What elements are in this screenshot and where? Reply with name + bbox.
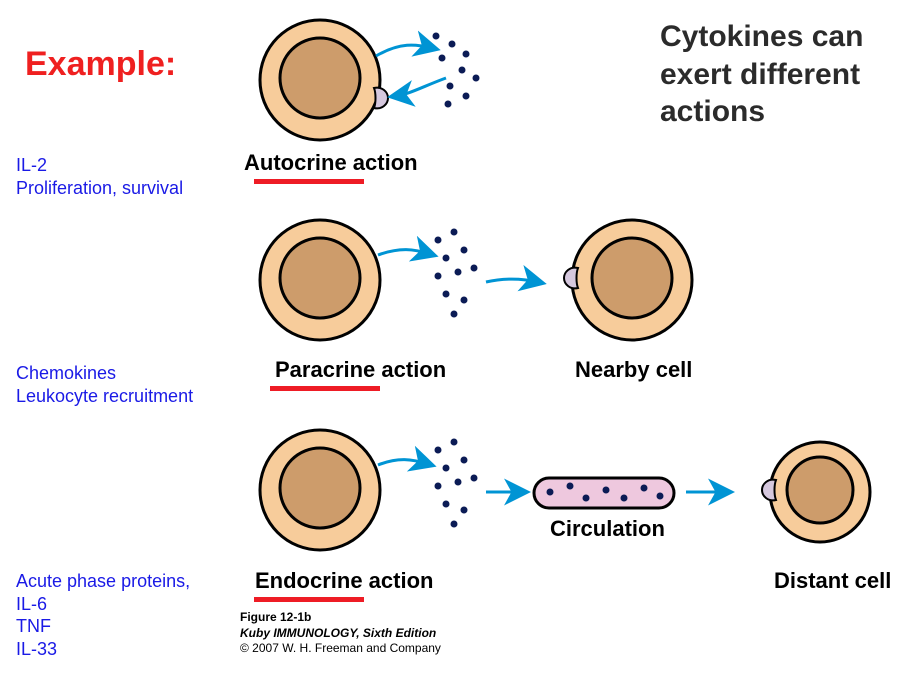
dots-auto: [433, 33, 480, 108]
arrow-out-para: [378, 250, 430, 255]
arrow-back-auto: [396, 78, 446, 96]
row-autocrine: [260, 20, 480, 140]
cell-paracrine-src: [260, 220, 380, 340]
receptor-distant: [762, 480, 776, 501]
receptor-nearby: [564, 268, 578, 289]
arrow-out-auto: [376, 45, 432, 56]
row-paracrine: [260, 220, 692, 340]
arrow-to-nearby: [486, 279, 538, 282]
cell-autocrine: [260, 20, 380, 140]
dots-endo: [435, 439, 478, 528]
receptor-self: [374, 88, 388, 109]
cytokine-diagram: [0, 0, 920, 690]
row-endocrine: [260, 430, 870, 550]
cell-nearby: [572, 220, 692, 340]
cell-endocrine-src: [260, 430, 380, 550]
cell-distant: [770, 442, 870, 542]
arrow-out-endo: [378, 460, 428, 465]
vessel: [534, 478, 674, 508]
dots-para: [435, 229, 478, 318]
